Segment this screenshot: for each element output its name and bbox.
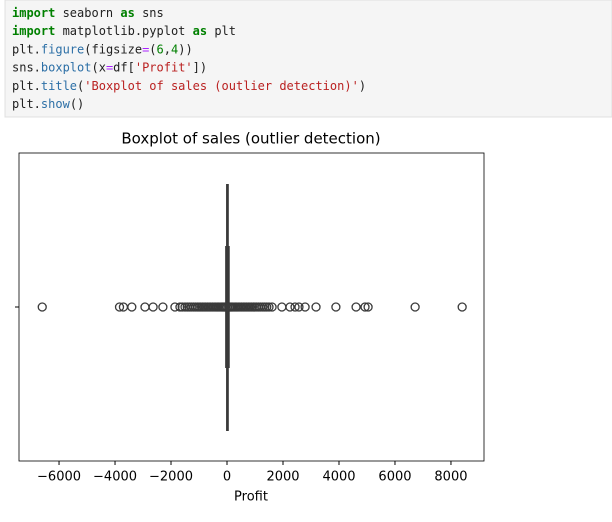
code-token: boxplot bbox=[41, 60, 92, 74]
x-tick-label: −2000 bbox=[149, 470, 193, 485]
outlier bbox=[170, 302, 180, 312]
outlier bbox=[294, 302, 304, 312]
code-line: sns.boxplot(x=df['Profit']) bbox=[12, 60, 207, 74]
code-line: import matplotlib.pyplot as plt bbox=[12, 24, 236, 38]
code-token: ( bbox=[149, 42, 156, 56]
code-token: , bbox=[164, 42, 171, 56]
code-token: sns. bbox=[12, 60, 41, 74]
code-token: (figsize bbox=[84, 42, 142, 56]
code-token: plt. bbox=[12, 97, 41, 111]
outlier bbox=[300, 302, 310, 312]
outlier bbox=[264, 302, 274, 312]
x-tick-label: 6000 bbox=[378, 470, 411, 485]
outlier bbox=[311, 302, 321, 312]
code-token: show bbox=[41, 97, 71, 111]
outlier bbox=[127, 302, 137, 312]
x-tick-label: 4000 bbox=[322, 470, 355, 485]
code-cell bbox=[4, 0, 612, 118]
code-token: sns bbox=[135, 6, 164, 20]
x-tick-label: −6000 bbox=[37, 470, 81, 485]
outlier bbox=[410, 302, 420, 312]
code-token: as bbox=[193, 24, 207, 38]
code-token: seaborn bbox=[55, 6, 120, 20]
code-token: = bbox=[142, 42, 149, 56]
outlier bbox=[114, 302, 125, 312]
code-token: df[ bbox=[113, 60, 135, 74]
code-token: ( bbox=[77, 78, 84, 92]
x-tick-label: −4000 bbox=[93, 470, 137, 485]
outlier bbox=[277, 302, 287, 312]
outlier bbox=[360, 302, 370, 312]
outlier bbox=[457, 302, 467, 312]
outlier bbox=[351, 302, 361, 312]
outlier bbox=[220, 302, 230, 312]
outlier bbox=[158, 302, 168, 312]
x-tick-label: 2000 bbox=[266, 470, 299, 485]
code-token: figure bbox=[41, 42, 84, 56]
code-token: ]) bbox=[193, 60, 207, 74]
code-line: plt.show() bbox=[12, 97, 84, 111]
code-token: 6 bbox=[157, 42, 164, 56]
code-token: )) bbox=[178, 42, 192, 56]
outlier bbox=[37, 302, 47, 312]
code-token: plt. bbox=[12, 42, 41, 56]
outlier bbox=[331, 302, 341, 312]
outlier bbox=[177, 302, 187, 312]
outlier bbox=[140, 302, 150, 312]
code-token: ) bbox=[359, 78, 366, 92]
code-token: plt bbox=[207, 24, 236, 38]
outlier bbox=[148, 302, 158, 312]
code-token: title bbox=[41, 78, 77, 92]
code-token: matplotlib.pyplot bbox=[55, 24, 192, 38]
code-token: plt. bbox=[12, 78, 41, 92]
x-tick-label: 8000 bbox=[434, 470, 467, 485]
outlier bbox=[267, 302, 277, 312]
outlier bbox=[363, 302, 373, 312]
x-axis-label: Profit bbox=[234, 490, 268, 505]
code-token: 'Profit' bbox=[135, 60, 193, 74]
code-token: () bbox=[70, 97, 84, 111]
code-token: import bbox=[12, 6, 55, 20]
code-token: as bbox=[120, 6, 134, 20]
outlier bbox=[290, 302, 300, 312]
chart-title: Boxplot of sales (outlier detection) bbox=[121, 130, 380, 148]
code-token: import bbox=[12, 24, 55, 38]
code-token: = bbox=[106, 60, 113, 74]
code-line: plt.title('Boxplot of sales (outlier det… bbox=[12, 78, 366, 92]
code-token: (x bbox=[91, 60, 105, 74]
code-line: import seaborn as sns bbox=[12, 6, 164, 20]
x-tick-label: 0 bbox=[223, 470, 231, 485]
outlier bbox=[285, 302, 295, 312]
code-token: 4 bbox=[171, 42, 178, 56]
code-token: 'Boxplot of sales (outlier detection)' bbox=[84, 78, 359, 92]
code-line: plt.figure(figsize=(6,4)) bbox=[12, 42, 193, 56]
